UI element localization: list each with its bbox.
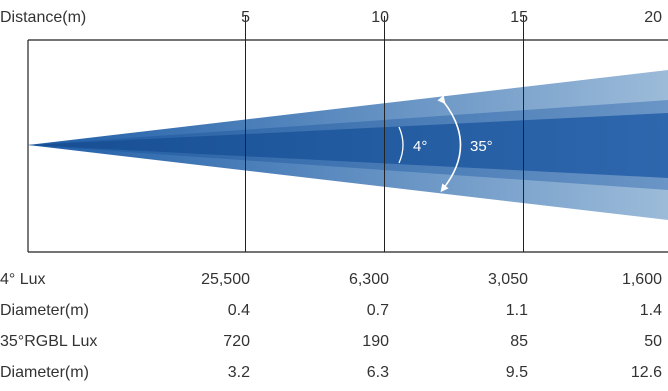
row-label-lux-35: 35°RGBL Lux — [0, 333, 98, 350]
beam-diagram: 4° 35° — [27, 16, 668, 253]
cell-dia4-10m: 0.7 — [366, 302, 389, 319]
distance-axis-label: Distance(m) — [0, 9, 87, 26]
cell-dia35-15m: 9.5 — [505, 364, 528, 381]
wide-angle-label: 35° — [470, 138, 493, 155]
row-label-diameter-35: Diameter(m) — [0, 364, 89, 381]
cell-dia35-10m: 6.3 — [366, 364, 389, 381]
cell-lux4-5m: 25,500 — [201, 271, 250, 288]
row-label-lux-4: 4° Lux — [0, 271, 46, 288]
cell-lux35-10m: 190 — [362, 333, 389, 350]
cell-lux4-20m: 1,600 — [621, 271, 662, 288]
cell-dia35-5m: 3.2 — [227, 364, 250, 381]
cell-dia35-20m: 12.6 — [630, 364, 662, 381]
cell-lux35-20m: 50 — [644, 333, 662, 350]
cell-dia4-5m: 0.4 — [227, 302, 250, 319]
distance-5-label: 5 — [241, 9, 250, 26]
cell-lux4-15m: 3,050 — [487, 271, 528, 288]
cell-dia4-20m: 1.4 — [639, 302, 662, 319]
narrow-angle-label: 4° — [413, 138, 427, 155]
distance-15-label: 15 — [510, 9, 528, 26]
distance-20-label: 20 — [644, 9, 662, 26]
cell-lux4-10m: 6,300 — [348, 271, 389, 288]
narrow-beam — [28, 113, 668, 178]
row-label-diameter-4: Diameter(m) — [0, 302, 89, 319]
narrow-angle-arc — [398, 126, 404, 164]
cell-lux35-15m: 85 — [510, 333, 528, 350]
cell-lux35-5m: 720 — [223, 333, 250, 350]
wide-angle-arc — [437, 95, 462, 193]
cell-dia4-15m: 1.1 — [505, 302, 528, 319]
distance-10-label: 10 — [371, 9, 389, 26]
